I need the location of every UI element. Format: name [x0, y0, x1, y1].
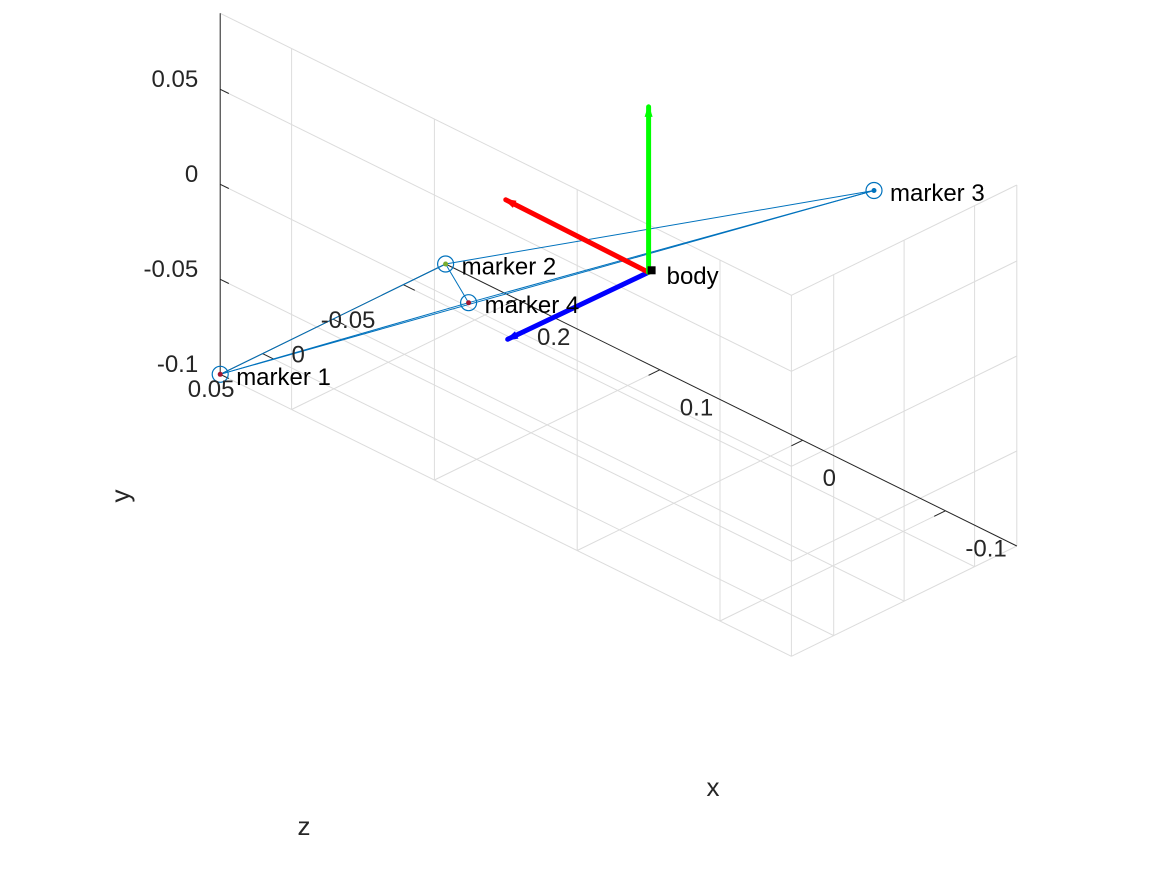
grid-line	[403, 284, 975, 568]
z-tick	[262, 353, 275, 360]
marker-label: marker 3	[890, 180, 985, 207]
y-axis-label: y	[105, 490, 135, 503]
y-tick-label: 0	[185, 161, 198, 188]
y-tick-label: 0.05	[151, 66, 198, 93]
axes-layer	[219, 13, 1018, 547]
marker-center-dot	[443, 261, 449, 267]
marker-label: marker 4	[485, 292, 580, 319]
grid-line	[262, 353, 834, 637]
x-tick-label: 0.1	[680, 394, 713, 421]
grid-line	[791, 545, 1018, 657]
z-axis-label: z	[298, 811, 311, 841]
marker-point	[211, 365, 229, 383]
grid-line	[332, 318, 905, 602]
marker-label: marker 2	[462, 254, 557, 281]
marker-connection	[445, 190, 875, 265]
grid-line	[219, 183, 792, 467]
grid-line	[219, 373, 792, 657]
grid-line	[219, 278, 792, 562]
body-z-arrow-head	[505, 331, 519, 341]
y-tick-label: -0.05	[143, 256, 198, 283]
data-layer	[211, 103, 883, 383]
grid-layer	[219, 12, 1018, 657]
grid-box-edge	[791, 184, 1018, 296]
text-layer: -0.1-0.0500.05-0.0500.05-0.100.10.2yzxbo…	[105, 66, 1007, 841]
marker-point	[437, 255, 455, 273]
marker-center-dot	[466, 300, 472, 306]
marker-connection	[219, 263, 446, 375]
body-origin-marker	[647, 266, 656, 275]
y-tick	[219, 278, 230, 284]
grid-line	[791, 260, 1018, 372]
z-tick-label: -0.05	[321, 307, 376, 334]
body-x-arrow-head	[503, 198, 517, 208]
x-tick-label: 0.2	[537, 324, 570, 351]
marker-point	[865, 181, 883, 200]
grid-line	[219, 88, 792, 372]
x-tick-label: -0.1	[965, 535, 1006, 562]
body-label: body	[667, 263, 719, 290]
z-tick	[332, 318, 345, 326]
grid-line	[791, 355, 1018, 467]
z-tick	[403, 284, 416, 291]
marker-label: marker 1	[236, 364, 331, 391]
grid-box-edge	[219, 12, 792, 296]
x-tick	[933, 510, 946, 517]
marker-center-dot	[871, 188, 877, 193]
marker-point	[460, 294, 478, 312]
z-tick-label: 0.05	[188, 376, 235, 403]
x-tick-label: 0	[823, 465, 836, 492]
body-x-axis-arrow	[503, 197, 652, 275]
x-tick	[505, 298, 518, 306]
x-tick	[791, 439, 803, 447]
x-tick	[648, 369, 661, 376]
x-axis-line	[445, 263, 1018, 547]
x-axis-label: x	[707, 772, 720, 802]
y-tick	[219, 183, 230, 189]
body-y-arrow-head	[644, 103, 653, 117]
marker-connection	[468, 190, 875, 304]
z-tick-label: 0	[292, 342, 305, 369]
y-tick-label: -0.1	[157, 351, 198, 378]
grid-line	[791, 450, 1018, 562]
y-tick	[219, 88, 230, 94]
marker-connection	[220, 302, 469, 375]
marker-center-dot	[217, 371, 223, 377]
body-z-axis-arrow	[505, 269, 652, 342]
